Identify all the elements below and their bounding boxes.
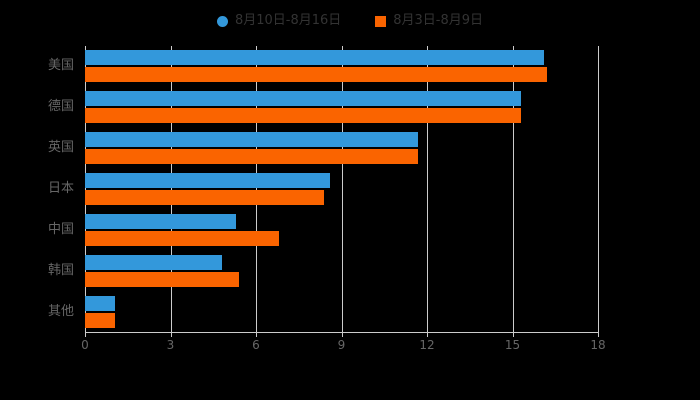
y-axis-category-label: 其他 [47,303,74,319]
plot-area [85,46,599,337]
gridline [598,46,599,332]
y-axis-category-labels: 美国德国英国日本中国韩国其他 [0,0,74,400]
y-axis-category-label: 韩国 [47,262,74,278]
bar-2[interactable] [85,67,547,83]
bar-1[interactable] [85,91,522,107]
legend-item-label: 8月10日-8月16日 [234,13,342,28]
bar-1[interactable] [85,173,331,188]
legend-item[interactable]: 8月3日-8月9日 [375,12,483,30]
y-axis-category-label: 英国 [47,140,74,156]
legend-circle-icon [216,15,228,27]
y-axis-category-label: 日本 [47,181,74,196]
x-axis-tick-label: 15 [504,338,521,352]
gridline [341,46,343,332]
x-axis-tick-mark [170,332,172,337]
x-axis-line [85,332,598,333]
y-axis-category-label: 中国 [47,221,74,237]
x-axis-tick-label: 12 [419,338,435,352]
x-axis-tick-mark [512,332,514,337]
x-axis-tick-label: 18 [590,338,606,352]
bar-1[interactable] [85,132,419,148]
y-axis-line [85,46,86,332]
bar-1[interactable] [85,295,115,311]
bar-1[interactable] [85,50,544,66]
x-axis-tick-mark [341,332,343,337]
gridline [427,46,428,332]
x-axis-tick-label: 3 [166,338,175,352]
gridline [256,46,257,332]
chart-legend: 8月10日-8月16日 8月3日-8月9日 [0,12,700,30]
gridline [512,46,514,332]
x-axis-tick-label: 9 [337,338,346,352]
bar-2[interactable] [85,190,325,205]
bar-2[interactable] [85,149,419,165]
bar-1[interactable] [85,213,237,229]
bar-2[interactable] [85,108,522,124]
bar-1[interactable] [85,254,222,270]
bar-2[interactable] [85,230,279,246]
legend-item[interactable]: 8月10日-8月16日 [216,12,342,30]
bar-2[interactable] [85,271,239,287]
legend-square-icon [375,15,387,27]
x-axis-tick-mark [85,332,86,337]
x-axis-tick-label: 6 [252,338,260,352]
bar-2[interactable] [85,312,115,328]
gridline [170,46,172,332]
y-axis-category-label: 美国 [47,58,74,74]
y-axis-category-label: 德国 [47,99,74,115]
x-axis-tick-mark [598,332,599,337]
x-axis-tick-mark [427,332,428,337]
legend-item-label: 8月3日-8月9日 [393,13,484,28]
x-axis-tick-mark [256,332,257,337]
x-axis-tick-label: 0 [81,338,89,352]
